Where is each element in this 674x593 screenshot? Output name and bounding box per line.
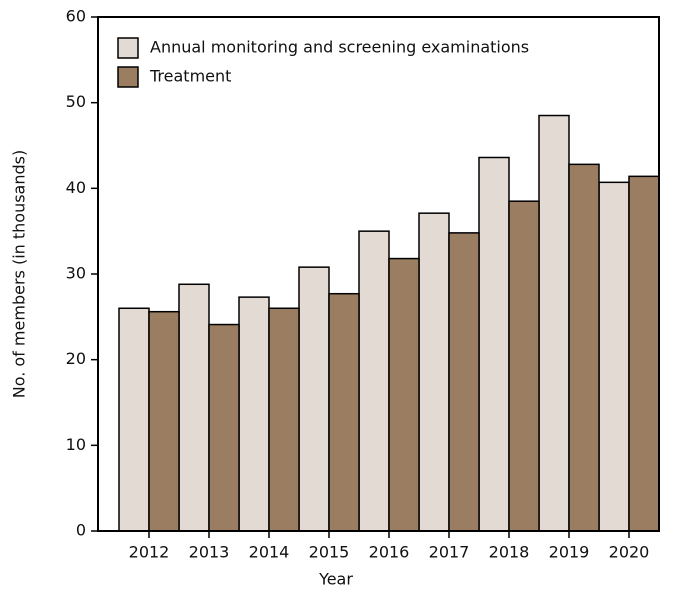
x-tick-label: 2014	[249, 543, 290, 562]
y-tick-label: 40	[66, 178, 86, 197]
x-tick-label: 2015	[309, 543, 350, 562]
x-tick-label: 2017	[429, 543, 470, 562]
bar	[328, 292, 360, 532]
x-tick-label: 2012	[129, 543, 170, 562]
bar	[178, 283, 210, 532]
bar	[148, 310, 180, 532]
bar	[208, 323, 240, 532]
y-tick-label: 60	[66, 7, 86, 26]
bar	[238, 296, 270, 532]
y-tick-label: 10	[66, 435, 86, 454]
bar	[478, 156, 510, 532]
x-tick-label: 2013	[189, 543, 230, 562]
plot-frame	[97, 16, 660, 532]
x-tick-label: 2018	[489, 543, 530, 562]
y-tick-label: 20	[66, 349, 86, 368]
legend-label: Treatment	[149, 67, 231, 86]
bar	[538, 114, 570, 532]
y-tick-label: 0	[76, 521, 86, 540]
bar	[568, 163, 600, 532]
x-tick-label: 2016	[369, 543, 410, 562]
bar	[598, 181, 630, 532]
x-axis-label: Year	[318, 570, 353, 589]
legend-swatch	[117, 66, 139, 88]
bar	[628, 175, 660, 532]
bar	[358, 230, 390, 532]
bar	[508, 200, 540, 532]
bar	[268, 307, 300, 532]
y-tick-label: 30	[66, 264, 86, 283]
legend-label: Annual monitoring and screening examinat…	[150, 38, 529, 57]
bar	[388, 257, 420, 532]
bar	[298, 266, 330, 532]
bar	[418, 212, 450, 532]
bar	[448, 232, 480, 532]
y-axis-label: No. of members (in thousands)	[10, 150, 29, 398]
x-tick-label: 2019	[549, 543, 590, 562]
y-tick-label: 50	[66, 92, 86, 111]
bar	[118, 307, 150, 532]
legend-swatch	[117, 37, 139, 59]
x-tick-label: 2020	[609, 543, 650, 562]
